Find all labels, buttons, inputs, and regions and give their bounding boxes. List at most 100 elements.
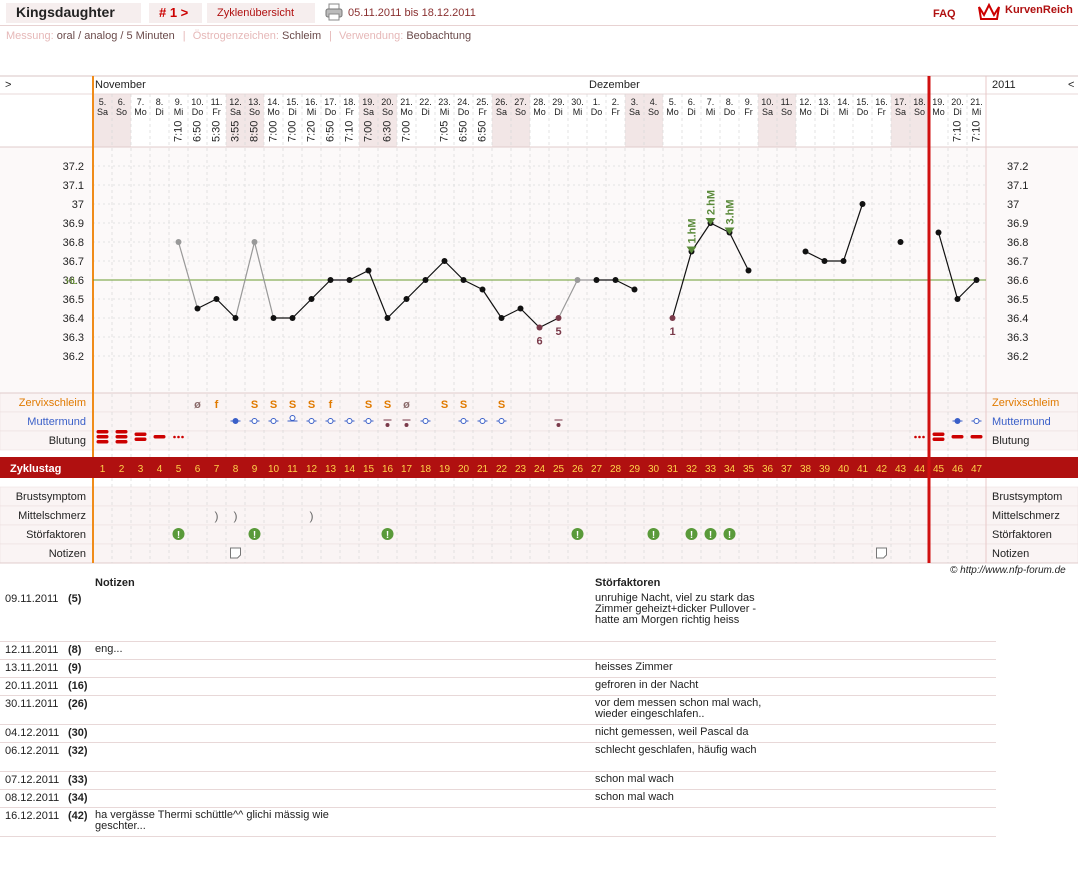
brand-logo[interactable]: KurvenReich (977, 1, 1073, 26)
muttermund-symbol (385, 423, 390, 427)
note-date: 08.12.2011 (5, 792, 60, 804)
hm-label: 3.hM (725, 199, 737, 224)
cycle-overview-link[interactable]: Zyklenübersicht (207, 3, 315, 23)
temp-point (802, 248, 809, 255)
bleeding-mark (932, 432, 945, 436)
temp-point (479, 286, 486, 293)
cycle-day-number: 1 (100, 464, 106, 475)
day-number: 16. (875, 97, 888, 107)
muttermund-symbol (556, 423, 561, 427)
cycle-day-number: 21 (477, 464, 489, 475)
stoer-label: Störfaktoren (26, 529, 86, 541)
measure-time: 7:10 (173, 121, 185, 142)
cycle-day-number: 24 (534, 464, 546, 475)
y-tick-label-right: 36.9 (1007, 218, 1028, 230)
cycle-day-number: 16 (382, 464, 394, 475)
faq-link[interactable]: FAQ (933, 8, 956, 20)
temp-point (289, 315, 296, 321)
temp-line-segment (216, 298, 236, 319)
zervix-symbol: ø (403, 399, 410, 411)
bleeding-mark (153, 435, 166, 439)
measure-time: 7:10 (344, 121, 356, 142)
brust-label: Brustsymptom (16, 491, 86, 503)
y-tick-label-right: 36.6 (1007, 275, 1028, 287)
warning-icon-mark: ! (709, 530, 712, 541)
weekday: Mi (307, 107, 317, 117)
mittelschmerz-mark: ) (234, 509, 238, 523)
muttermund-symbol (251, 418, 258, 424)
weekday: Di (820, 107, 829, 117)
day-number: 6. (118, 97, 126, 107)
note-cycle-day: (5) (68, 593, 82, 605)
notizen-label-right: Notizen (992, 548, 1029, 560)
printer-icon[interactable] (325, 3, 343, 24)
day-number: 21. (400, 97, 413, 107)
y-tick-label-right: 36.4 (1007, 313, 1028, 325)
cycle-day-number: 34 (724, 464, 736, 475)
weekday: Do (724, 107, 736, 117)
temp-point (460, 277, 467, 283)
weekend-header-shade (378, 94, 397, 147)
note-cycle-day: (32) (68, 745, 88, 757)
temp-point (555, 315, 562, 321)
cycle-day-number: 12 (306, 464, 318, 475)
cycle-day-number: 20 (458, 464, 470, 475)
measure-time: 7:00 (287, 121, 299, 142)
weekday: So (781, 107, 792, 117)
note-date: 20.11.2011 (5, 680, 59, 692)
day-number: 16. (305, 97, 318, 107)
cycle-day-number: 23 (515, 464, 527, 475)
muttermund-symbol (327, 418, 334, 424)
cycle-selector[interactable]: # 1 > (149, 3, 202, 23)
y-tick-label-right: 36.2 (1007, 351, 1028, 363)
weekday: Di (288, 107, 297, 117)
cycle-day-number: 5 (176, 464, 182, 475)
day-number: 27. (514, 97, 527, 107)
bleeding-mark (115, 440, 128, 444)
note-date: 06.12.2011 (5, 745, 60, 757)
temp-point (954, 296, 961, 302)
note-date: 12.11.2011 (5, 644, 59, 656)
weekday: Mi (839, 107, 849, 117)
day-number: 22. (419, 97, 432, 107)
day-number: 28. (533, 97, 546, 107)
muttermund-label: Muttermund (27, 416, 86, 428)
day-number: 5. (99, 97, 107, 107)
notes-row: 13.11.2011 (9) heisses Zimmer (0, 660, 996, 678)
zervix-symbol: S (384, 399, 391, 411)
measure-time: 7:05 (439, 121, 451, 142)
weekend-header-shade (891, 94, 910, 147)
day-number: 7. (707, 97, 715, 107)
temp-point (612, 277, 619, 283)
temp-line-segment (367, 270, 389, 319)
cycle-day-number: 7 (214, 464, 220, 475)
cycle-day-number: 39 (819, 464, 831, 475)
weekday: Mo (134, 107, 147, 117)
zervix-symbol: f (215, 399, 219, 411)
day-number: 14. (267, 97, 280, 107)
zervix-symbol: S (365, 399, 372, 411)
zervix-label-right: Zervixschleim (992, 397, 1059, 409)
temp-line-segment (425, 260, 445, 281)
temp-point (517, 305, 524, 312)
zervix-symbol: S (289, 399, 296, 411)
zervix-symbol: f (329, 399, 333, 411)
oestrogen-label: Östrogenzeichen: (192, 30, 279, 42)
y-tick-label-right: 37 (1007, 199, 1019, 211)
day-number: 11. (211, 97, 223, 107)
temp-line-segment (253, 241, 275, 319)
cycle-day-number: 29 (629, 464, 641, 475)
temp-point (498, 315, 505, 321)
warning-icon (381, 528, 394, 540)
day-number: 11. (781, 97, 793, 107)
y-tick-label-right: 37.1 (1007, 180, 1028, 192)
y-tick-label: 36.9 (63, 218, 84, 230)
weekend-header-shade (245, 94, 264, 147)
notizen-label: Notizen (49, 548, 86, 560)
cycle-day-number: 32 (686, 464, 698, 475)
weekday: Mo (267, 107, 280, 117)
notes-row: 09.11.2011 (5) unruhige Nacht, viel zu sta… (0, 591, 996, 642)
warning-icon (685, 528, 698, 540)
y-tick-label-right: 36.3 (1007, 332, 1028, 344)
temp-line-segment (197, 298, 217, 310)
